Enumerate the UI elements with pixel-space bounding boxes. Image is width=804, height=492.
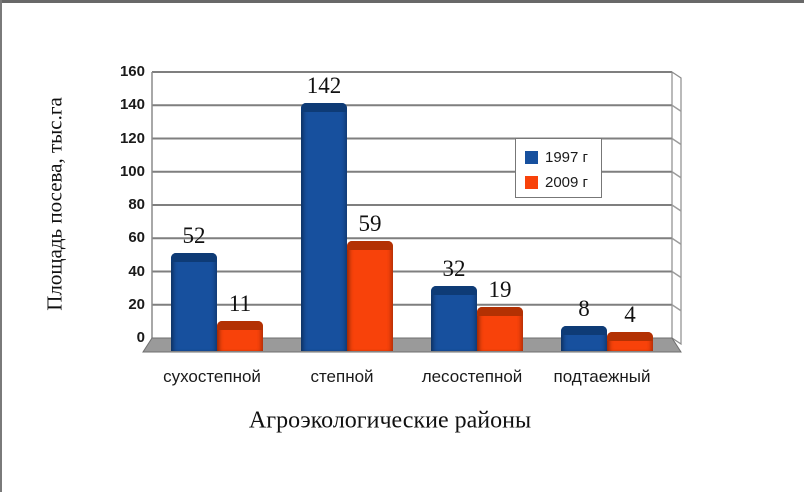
category-label: подтаежный [553, 367, 651, 386]
image-border-left [0, 0, 2, 492]
bar-2009-подтаежный [607, 332, 653, 351]
legend-swatch-icon [525, 176, 538, 189]
bar-1997-подтаежный [561, 326, 607, 351]
bar-top-face [431, 286, 477, 295]
bar-value-label: 8 [578, 296, 590, 321]
bar-value-label: 59 [358, 211, 382, 236]
bar-2009-сухостепной [217, 321, 263, 351]
y-tick-label: 100 [119, 162, 145, 180]
side-wall-gridline [671, 204, 682, 212]
x-axis-title: Агроэкологические районы [248, 407, 532, 434]
y-tick-label: 80 [128, 196, 145, 213]
bar-top-face [217, 321, 263, 330]
bar-top-face [301, 103, 347, 112]
legend: 1997 г 2009 г [515, 138, 602, 198]
bar-top-face [171, 253, 217, 262]
bar-value-label: 32 [442, 256, 466, 281]
bar-top-face [477, 307, 523, 316]
category-label: степной [310, 367, 374, 386]
side-wall-gridline [671, 104, 682, 112]
legend-swatch-icon [525, 151, 538, 164]
category-label: лесостепной [421, 367, 523, 386]
bar-value-label: 142 [306, 73, 342, 98]
y-tick-label: 60 [128, 229, 145, 247]
y-tick-label: 140 [119, 96, 145, 114]
side-wall-gridline [671, 304, 682, 312]
legend-label: 2009 г [545, 174, 589, 191]
y-tick-label: 20 [128, 295, 145, 313]
category-label: сухостепной [163, 367, 261, 386]
bar-top-face [347, 241, 393, 250]
bar-value-label: 4 [624, 302, 636, 327]
bar-value-label: 11 [228, 291, 252, 316]
bar-top-face [561, 326, 607, 335]
legend-item: 1997 г [525, 145, 601, 170]
bar-value-label: 19 [488, 277, 512, 302]
bar-2009-лесостепной [477, 307, 523, 351]
bar-value-label: 52 [182, 223, 206, 248]
bar-1997-степной [301, 103, 347, 351]
y-tick-label: 120 [119, 129, 145, 147]
y-tick-label: 0 [136, 329, 145, 346]
y-axis-title: Площадь посева, тыс.га [42, 97, 67, 311]
y-tick-label: 40 [128, 262, 145, 280]
bar-top-face [607, 332, 653, 341]
legend-label: 1997 г [545, 149, 589, 166]
legend-item: 2009 г [525, 170, 601, 195]
bar-1997-сухостепной [171, 253, 217, 351]
bar-1997-лесостепной [431, 286, 477, 351]
side-wall-gridline [671, 237, 682, 245]
image-border-top [0, 0, 804, 3]
side-wall-gridline [671, 270, 682, 279]
side-wall-gridline [671, 137, 682, 146]
y-tick-label: 160 [119, 63, 145, 80]
side-wall-gridline [671, 171, 682, 179]
bar-2009-степной [347, 241, 393, 351]
